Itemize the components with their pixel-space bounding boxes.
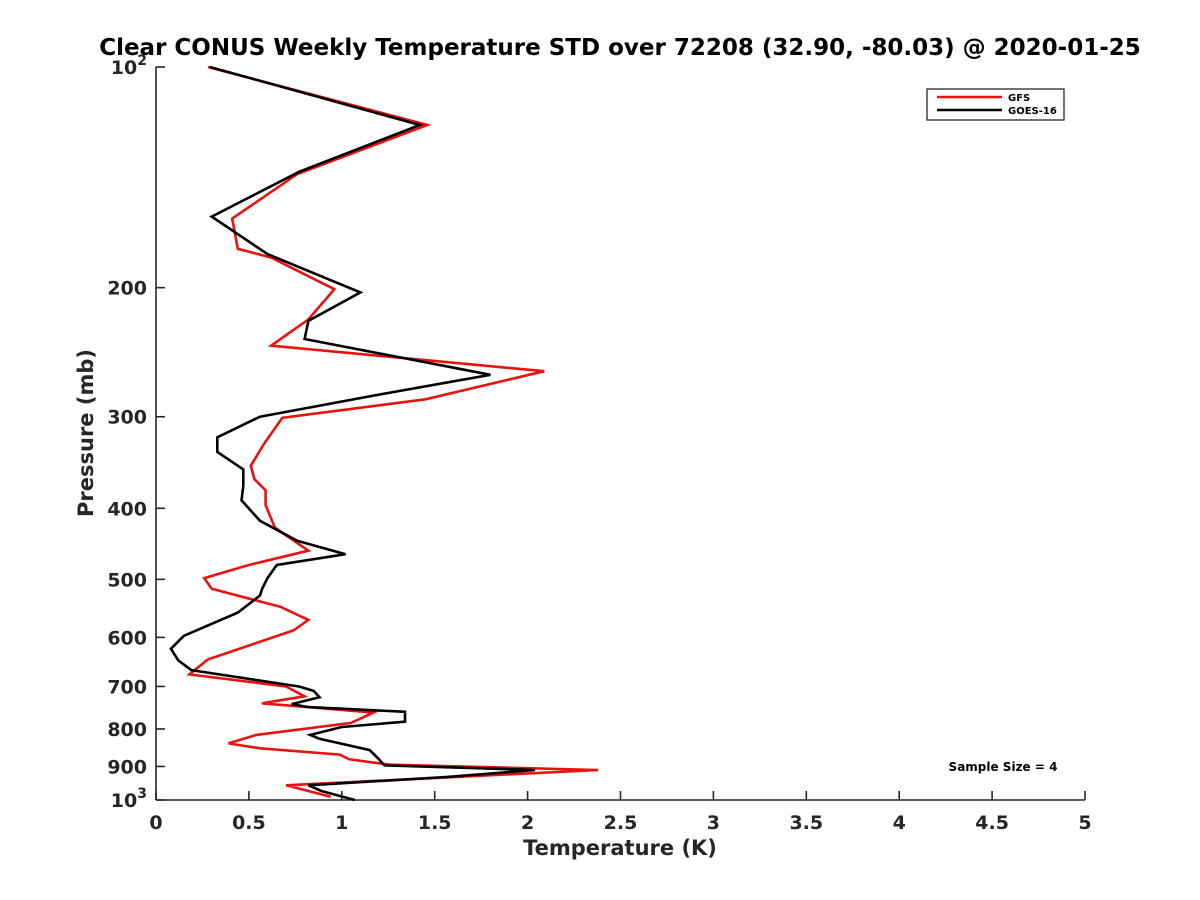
- legend-box: [926, 88, 1065, 121]
- y-tick-label: 600: [107, 627, 147, 649]
- plot-area: [155, 65, 1085, 802]
- series-line-gfs: [186, 65, 599, 799]
- legend-label-goes16: GOES-16: [1008, 106, 1057, 117]
- legend-label-gfs: GFS: [1008, 93, 1030, 104]
- x-tick-label: 1.5: [418, 812, 452, 834]
- x-tick-label: 2: [521, 812, 534, 834]
- y-tick-label: 102: [111, 53, 147, 79]
- series-layer: [169, 65, 599, 802]
- y-tick-label: 103: [111, 786, 147, 812]
- x-tick-label: 5: [1078, 812, 1091, 834]
- y-axis-label: Pressure (mb): [74, 349, 98, 517]
- legend: GFS GOES-16: [926, 88, 1065, 121]
- y-tick-label: 400: [107, 498, 147, 520]
- y-tick-label: 800: [107, 719, 147, 741]
- x-tick-label: 3.5: [789, 812, 823, 834]
- x-tick-label: 4.5: [975, 812, 1009, 834]
- x-tick-label: 4: [893, 812, 906, 834]
- sample-size-annotation: Sample Size = 4: [949, 760, 1058, 774]
- series-line-goes16: [169, 65, 536, 802]
- x-tick-label: 0.5: [232, 812, 266, 834]
- y-tick-label: 200: [107, 278, 147, 300]
- y-tick-label: 300: [107, 407, 147, 429]
- x-axis-label: Temperature (K): [523, 836, 717, 860]
- chart-title: Clear CONUS Weekly Temperature STD over …: [99, 35, 1141, 61]
- x-tick-label: 0: [149, 812, 162, 834]
- x-tick-label: 2.5: [604, 812, 638, 834]
- x-tick-label: 3: [707, 812, 720, 834]
- y-tick-label: 700: [107, 676, 147, 698]
- y-tick-label: 500: [107, 569, 147, 591]
- x-tick-label: 1: [335, 812, 348, 834]
- y-ticks: 102 200 300 400 500 600 700 800 900 103: [107, 53, 165, 812]
- y-tick-label: 900: [107, 756, 147, 778]
- x-ticks: 0 0.5 1 1.5 2 2.5 3 3.5 4 4.5 5: [149, 791, 1092, 834]
